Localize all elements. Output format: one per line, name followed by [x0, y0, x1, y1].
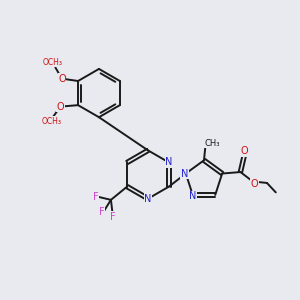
Text: N: N	[181, 169, 188, 178]
Text: OCH₃: OCH₃	[42, 117, 62, 126]
Text: CH₃: CH₃	[204, 139, 220, 148]
Text: O: O	[57, 102, 64, 112]
Text: N: N	[189, 191, 196, 201]
Text: O: O	[58, 74, 66, 84]
Text: O: O	[240, 146, 248, 156]
Text: OCH₃: OCH₃	[42, 58, 62, 67]
Text: N: N	[144, 194, 152, 204]
Text: F: F	[93, 192, 98, 202]
Text: F: F	[110, 212, 115, 222]
Text: N: N	[165, 158, 172, 167]
Text: F: F	[99, 207, 105, 217]
Text: O: O	[250, 179, 258, 189]
